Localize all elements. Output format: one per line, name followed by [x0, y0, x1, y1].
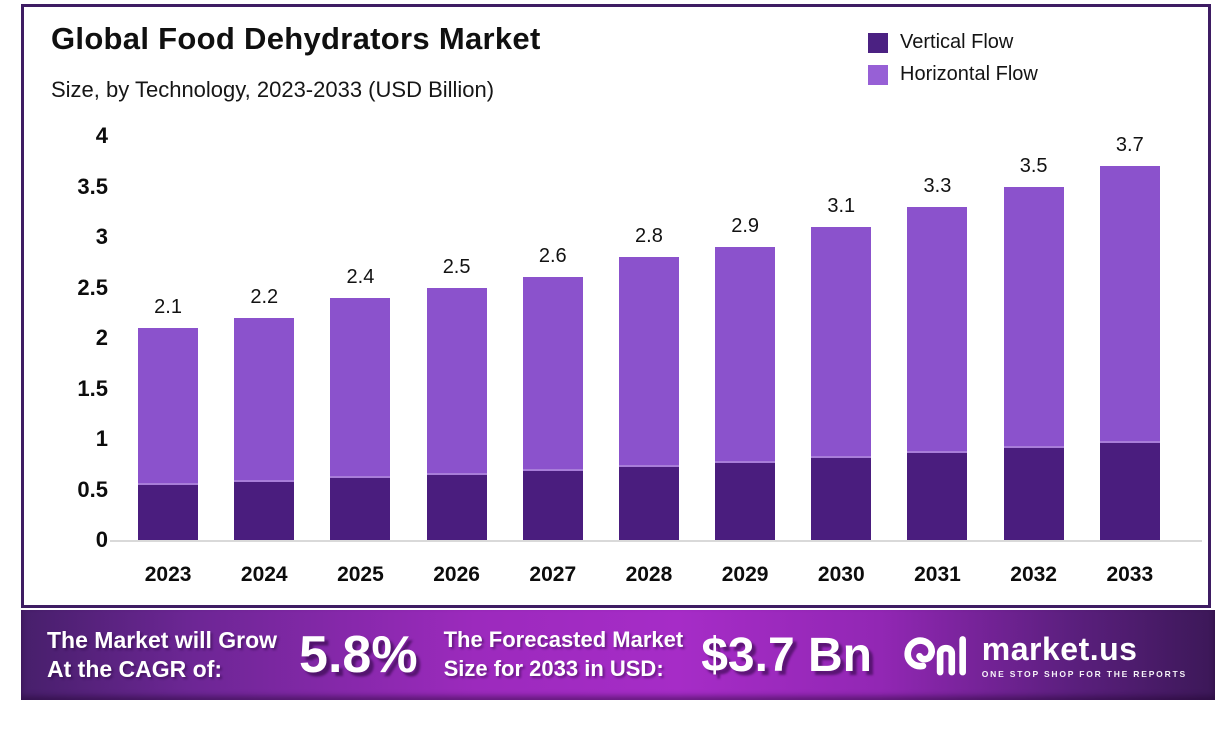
- bar-segment-vertical-flow-2030: [811, 458, 872, 540]
- bar-segment-horizontal-flow-2027: [522, 277, 583, 472]
- bar-total-label: 2.8: [635, 225, 663, 248]
- bar-total-label: 2.5: [442, 255, 471, 278]
- bar-segment-vertical-flow-2028: [618, 467, 679, 540]
- x-tick-label-2028: 2028: [625, 563, 673, 586]
- bar-segment-vertical-flow-2031: [907, 453, 968, 540]
- bar-total-label: 3.7: [1115, 134, 1144, 157]
- bar-segment-vertical-flow-2029: [715, 463, 776, 540]
- bar-segment-vertical-flow-2026: [426, 475, 487, 540]
- logo-name: market.us: [981, 631, 1138, 667]
- marketus-logo: market.us ONE STOP SHOP FOR THE REPORTS: [902, 628, 1187, 682]
- bar-segment-horizontal-flow-2031: [907, 206, 968, 454]
- x-tick-label-2029: 2029: [721, 563, 769, 586]
- cagr-label-line1: The Market will Grow: [47, 627, 278, 654]
- bar-group-2033: 3.7 2033: [1099, 134, 1160, 586]
- forecast-label: The Forecasted Market Size for 2033 in U…: [444, 626, 684, 683]
- bar-group-2026: 2.5 2026: [426, 255, 487, 586]
- bar-segment-vertical-flow-2027: [522, 471, 583, 540]
- x-tick-label-2023: 2023: [144, 563, 192, 586]
- x-tick-label-2025: 2025: [337, 563, 384, 586]
- bar-segment-vertical-flow-2025: [330, 478, 391, 540]
- bar-segment-vertical-flow-2023: [138, 485, 199, 540]
- footer-banner: The Market will Grow At the CAGR of: 5.8…: [21, 610, 1215, 700]
- bar-group-2023: 2.1 2023: [138, 295, 199, 586]
- y-tick-label: 3.5: [77, 173, 108, 199]
- cagr-value: 5.8%: [299, 626, 418, 684]
- bar-segment-vertical-flow-2024: [234, 482, 295, 540]
- y-tick-label: 0.5: [77, 476, 108, 502]
- y-tick-label: 4: [95, 123, 108, 148]
- bar-group-2030: 3.1 2030: [811, 194, 872, 586]
- y-tick-label: 3: [95, 224, 108, 249]
- bar-group-2024: 2.2 2024: [234, 285, 295, 586]
- bar-segment-horizontal-flow-2025: [330, 297, 391, 479]
- bar-total-label: 3.1: [827, 194, 856, 217]
- y-tick-label: 2.5: [77, 274, 108, 300]
- x-tick-label-2033: 2033: [1106, 563, 1154, 586]
- bar-segment-vertical-flow-2033: [1099, 443, 1160, 540]
- bar-group-2025: 2.4 2025: [330, 265, 391, 586]
- y-tick-label: 0: [95, 527, 108, 552]
- bar-total-label: 2.4: [346, 265, 375, 288]
- logo-tagline: ONE STOP SHOP FOR THE REPORTS: [981, 669, 1187, 679]
- bar-total-label: 3.3: [923, 174, 952, 197]
- x-tick-label-2030: 2030: [817, 563, 865, 586]
- x-tick-label-2026: 2026: [433, 563, 480, 586]
- bar-segment-horizontal-flow-2028: [618, 257, 679, 468]
- logo-text: market.us ONE STOP SHOP FOR THE REPORTS: [982, 631, 1187, 679]
- y-tick-label: 1: [95, 426, 108, 451]
- bar-segment-horizontal-flow-2029: [715, 247, 776, 464]
- forecast-label-line2: Size for 2033 in USD:: [443, 656, 664, 681]
- bar-segment-horizontal-flow-2033: [1099, 166, 1160, 444]
- legend-swatch-icon: [868, 64, 888, 85]
- bar-segment-vertical-flow-2032: [1003, 448, 1064, 540]
- forecast-value: $3.7 Bn: [701, 628, 872, 682]
- x-tick-label-2024: 2024: [240, 563, 288, 586]
- x-tick-label-2027: 2027: [529, 563, 577, 586]
- legend-label: Horizontal Flow: [900, 63, 1038, 85]
- x-axis-line: [110, 540, 1202, 542]
- bar-segment-horizontal-flow-2024: [234, 317, 295, 483]
- bar-segment-horizontal-flow-2030: [811, 226, 872, 459]
- legend-item: Vertical Flow: [868, 31, 1038, 54]
- bar-segment-horizontal-flow-2026: [426, 287, 487, 476]
- bar-group-2027: 2.6 2027: [522, 245, 583, 586]
- bar-group-2028: 2.8 2028: [618, 225, 679, 586]
- legend-label: Vertical Flow: [900, 31, 1014, 53]
- cagr-label-line2: At the CAGR of:: [47, 656, 223, 682]
- y-tick-label: 1.5: [77, 375, 108, 401]
- x-tick-label-2031: 2031: [914, 563, 961, 586]
- legend-item: Horizontal Flow: [868, 63, 1038, 86]
- y-tick-label: 2: [95, 325, 108, 350]
- plot-area: 0 0.5 1 1.5 2 2.5 3 3.5 4 2.1 2023 2.2 2024 2.4 2025 2…: [24, 7, 1208, 605]
- bar-total-label: 2.2: [250, 285, 279, 308]
- bar-group-2029: 2.9 2029: [715, 215, 776, 586]
- legend-swatch-icon: [868, 32, 888, 53]
- bar-total-label: 2.6: [538, 245, 567, 268]
- bar-group-2031: 3.3 2031: [907, 174, 968, 586]
- legend: Vertical Flow Horizontal Flow: [868, 31, 1038, 86]
- bar-total-label: 2.1: [154, 295, 182, 318]
- cagr-label: The Market will Grow At the CAGR of:: [47, 626, 277, 684]
- bar-total-label: 3.5: [1019, 154, 1048, 177]
- bar-group-2032: 3.5 2032: [1003, 154, 1064, 586]
- forecast-label-line1: The Forecasted Market: [443, 627, 684, 653]
- chart-panel: Global Food Dehydrators Market Size, by …: [21, 4, 1211, 608]
- bar-segment-horizontal-flow-2023: [138, 327, 199, 486]
- x-tick-label-2032: 2032: [1010, 563, 1057, 586]
- page-title: Global Food Dehydrators Market: [51, 21, 541, 56]
- bar-segment-horizontal-flow-2032: [1003, 186, 1064, 449]
- marketus-swirl-icon: [904, 636, 966, 676]
- bar-total-label: 2.9: [731, 215, 760, 238]
- page-subtitle: Size, by Technology, 2023-2033 (USD Bill…: [51, 77, 495, 102]
- bars-container: 2.1 2023 2.2 2024 2.4 2025 2.5 2026 2.6 2027 2.8 20…: [120, 117, 1178, 586]
